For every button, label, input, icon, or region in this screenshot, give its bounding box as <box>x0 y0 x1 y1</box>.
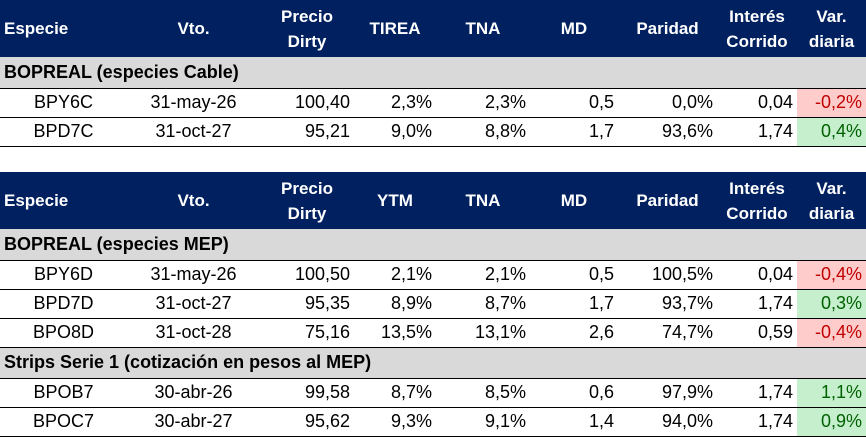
header-vto: Vto. <box>127 172 260 229</box>
cell-var: -0,4% <box>797 318 866 348</box>
header-md: MD <box>530 0 618 57</box>
cell-var: 0,4% <box>797 117 866 147</box>
cell-vto: 31-oct-28 <box>127 318 260 348</box>
cell-tna: 13,1% <box>436 318 530 348</box>
header-row: Especie Vto. Precio Dirty TIREA TNA MD Paridad… <box>0 0 866 57</box>
cell-paridad: 94,0% <box>618 407 717 437</box>
cell-interes: 0,04 <box>717 260 797 290</box>
header-vto: Vto. <box>127 0 260 57</box>
cell-precio: 100,50 <box>260 260 354 290</box>
cell-tir: 2,1% <box>354 260 436 290</box>
group-title: BOPREAL (especies Cable) <box>0 57 866 89</box>
cell-precio: 95,35 <box>260 289 354 319</box>
cell-md: 0,5 <box>530 88 618 118</box>
table-row: BPD7C 31-oct-27 95,21 9,0% 8,8% 1,7 93,6% 1,74 0… <box>0 117 866 147</box>
header-row: Especie Vto. Precio Dirty YTM TNA MD Paridad In… <box>0 172 866 229</box>
group-header-row: BOPREAL (especies MEP) <box>0 229 866 261</box>
cell-vto: 30-abr-26 <box>127 378 260 408</box>
table-row: BPOB7 30-abr-26 99,58 8,7% 8,5% 0,6 97,9% 1,74 1… <box>0 378 866 408</box>
cell-tir: 9,0% <box>354 117 436 147</box>
cell-especie: BPY6D <box>0 260 127 290</box>
header-paridad: Paridad <box>618 0 717 57</box>
cell-precio: 75,16 <box>260 318 354 348</box>
cell-tna: 8,5% <box>436 378 530 408</box>
header-interes-corrido: Interés Corrido <box>717 0 797 57</box>
cell-interes: 1,74 <box>717 378 797 408</box>
header-tir: TIREA <box>354 0 436 57</box>
cell-precio: 100,40 <box>260 88 354 118</box>
cell-interes: 1,74 <box>717 289 797 319</box>
header-precio-dirty: Precio Dirty <box>260 0 354 57</box>
cell-especie: BPOB7 <box>0 378 127 408</box>
cell-especie: BPO8D <box>0 318 127 348</box>
bopreal-cable-table: Especie Vto. Precio Dirty TIREA TNA MD Paridad… <box>0 0 866 147</box>
cell-precio: 95,62 <box>260 407 354 437</box>
header-especie: Especie <box>0 172 127 229</box>
cell-paridad: 93,6% <box>618 117 717 147</box>
cell-tna: 2,1% <box>436 260 530 290</box>
cell-paridad: 100,5% <box>618 260 717 290</box>
cell-tna: 8,8% <box>436 117 530 147</box>
table-row: BPD7D 31-oct-27 95,35 8,9% 8,7% 1,7 93,7% 1,74 0… <box>0 289 866 319</box>
cell-precio: 99,58 <box>260 378 354 408</box>
cell-md: 1,7 <box>530 117 618 147</box>
cell-paridad: 97,9% <box>618 378 717 408</box>
cell-paridad: 74,7% <box>618 318 717 348</box>
cell-var: -0,4% <box>797 260 866 290</box>
header-tna: TNA <box>436 172 530 229</box>
cell-md: 2,6 <box>530 318 618 348</box>
header-var-diaria: Var. diaria <box>797 172 866 229</box>
cell-vto: 30-abr-27 <box>127 407 260 437</box>
cell-tna: 9,1% <box>436 407 530 437</box>
header-md: MD <box>530 172 618 229</box>
table-row: BPY6D 31-may-26 100,50 2,1% 2,1% 0,5 100,5% 0,0… <box>0 260 866 290</box>
table-row: BPO8D 31-oct-28 75,16 13,5% 13,1% 2,6 74,7% 0,5… <box>0 318 866 348</box>
header-especie: Especie <box>0 0 127 57</box>
cell-vto: 31-may-26 <box>127 88 260 118</box>
cell-tir: 8,7% <box>354 378 436 408</box>
group-title: BOPREAL (especies MEP) <box>0 229 866 261</box>
cell-md: 1,4 <box>530 407 618 437</box>
cell-tir: 9,3% <box>354 407 436 437</box>
group-header-row: BOPREAL (especies Cable) <box>0 57 866 89</box>
cell-md: 0,5 <box>530 260 618 290</box>
cell-tna: 2,3% <box>436 88 530 118</box>
cell-interes: 0,04 <box>717 88 797 118</box>
cell-tna: 8,7% <box>436 289 530 319</box>
header-var-diaria: Var. diaria <box>797 0 866 57</box>
cell-tir: 13,5% <box>354 318 436 348</box>
cell-especie: BPD7D <box>0 289 127 319</box>
header-paridad: Paridad <box>618 172 717 229</box>
cell-paridad: 93,7% <box>618 289 717 319</box>
cell-interes: 0,59 <box>717 318 797 348</box>
cell-var: -0,2% <box>797 88 866 118</box>
header-precio-dirty: Precio Dirty <box>260 172 354 229</box>
cell-var: 0,3% <box>797 289 866 319</box>
cell-paridad: 0,0% <box>618 88 717 118</box>
cell-var: 1,1% <box>797 378 866 408</box>
cell-precio: 95,21 <box>260 117 354 147</box>
cell-md: 0,6 <box>530 378 618 408</box>
table-row: BPOC7 30-abr-27 95,62 9,3% 9,1% 1,4 94,0% 1,74 0… <box>0 407 866 437</box>
group-title: Strips Serie 1 (cotización en pesos al M… <box>0 347 866 379</box>
cell-especie: BPY6C <box>0 88 127 118</box>
cell-especie: BPOC7 <box>0 407 127 437</box>
cell-md: 1,7 <box>530 289 618 319</box>
cell-interes: 1,74 <box>717 407 797 437</box>
header-interes-corrido: Interés Corrido <box>717 172 797 229</box>
header-tir: YTM <box>354 172 436 229</box>
cell-vto: 31-oct-27 <box>127 289 260 319</box>
group-header-row: Strips Serie 1 (cotización en pesos al M… <box>0 347 866 379</box>
cell-tir: 8,9% <box>354 289 436 319</box>
cell-tir: 2,3% <box>354 88 436 118</box>
header-tna: TNA <box>436 0 530 57</box>
cell-interes: 1,74 <box>717 117 797 147</box>
cell-especie: BPD7C <box>0 117 127 147</box>
cell-var: 0,9% <box>797 407 866 437</box>
table-row: BPY6C 31-may-26 100,40 2,3% 2,3% 0,5 0,0% 0,04-… <box>0 88 866 118</box>
cell-vto: 31-oct-27 <box>127 117 260 147</box>
cell-vto: 31-may-26 <box>127 260 260 290</box>
bopreal-mep-table: Especie Vto. Precio Dirty YTM TNA MD Paridad In… <box>0 172 866 437</box>
